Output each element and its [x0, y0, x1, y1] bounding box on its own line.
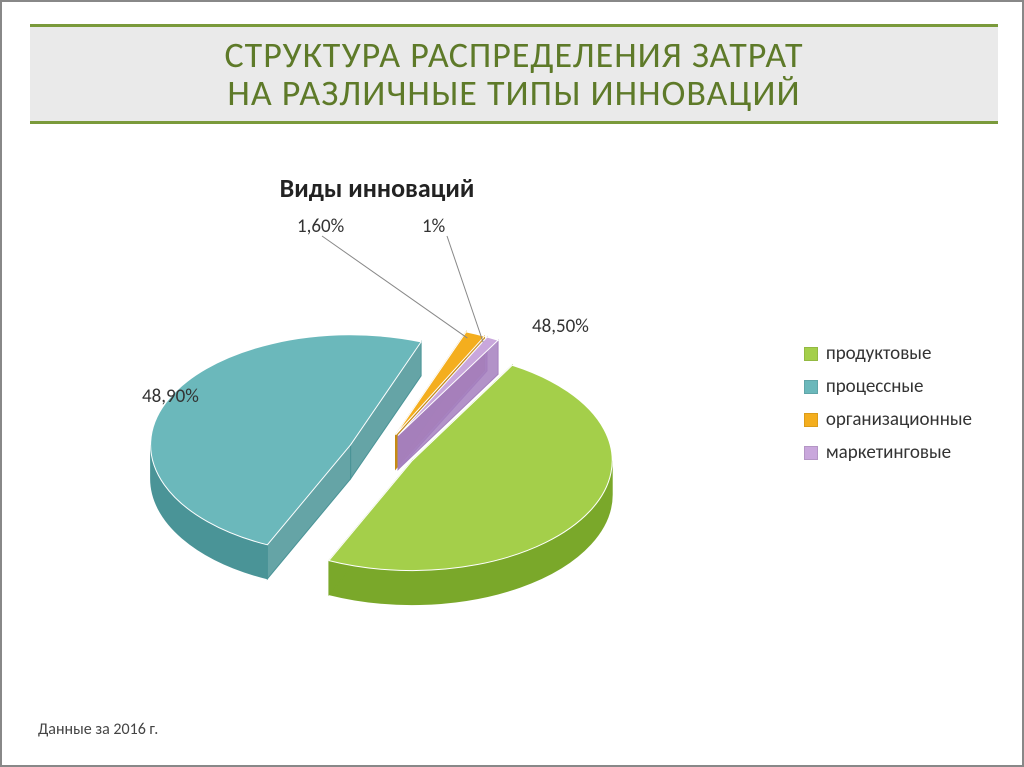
legend-label: маркетинговые — [826, 441, 951, 464]
legend-item: процессные — [804, 375, 972, 398]
slide: СТРУКТУРА РАСПРЕДЕЛЕНИЯ ЗАТРАТ НА РАЗЛИЧ… — [0, 0, 1024, 767]
legend-item: маркетинговые — [804, 441, 972, 464]
legend: продуктовые процессные организационные марк… — [804, 342, 972, 474]
pie-chart: 48,50% 48,90% 1,60% 1% — [62, 202, 702, 642]
legend-swatch — [804, 347, 818, 361]
data-label: 1,60% — [297, 215, 344, 238]
slide-title-line1: СТРУКТУРА РАСПРЕДЕЛЕНИЯ ЗАТРАТ — [40, 37, 988, 75]
pie-chart-svg: 48,50% 48,90% 1,60% 1% — [62, 202, 702, 642]
leader-line — [447, 236, 483, 342]
data-label: 48,50% — [532, 315, 589, 338]
slide-title-box: СТРУКТУРА РАСПРЕДЕЛЕНИЯ ЗАТРАТ НА РАЗЛИЧ… — [30, 24, 998, 124]
legend-swatch — [804, 446, 818, 460]
chart-title: Виды инноваций — [2, 172, 752, 204]
legend-item: продуктовые — [804, 342, 972, 365]
legend-label: организационные — [826, 408, 972, 431]
slide-title-line2: НА РАЗЛИЧНЫЕ ТИПЫ ИННОВАЦИЙ — [40, 75, 988, 113]
data-label: 48,90% — [142, 385, 199, 408]
legend-swatch — [804, 413, 818, 427]
legend-label: продуктовые — [826, 342, 932, 365]
legend-item: организационные — [804, 408, 972, 431]
leader-line — [322, 236, 467, 338]
data-label: 1% — [422, 215, 445, 238]
legend-label: процессные — [826, 375, 924, 398]
legend-swatch — [804, 380, 818, 394]
source-note: Данные за 2016 г. — [38, 720, 158, 739]
